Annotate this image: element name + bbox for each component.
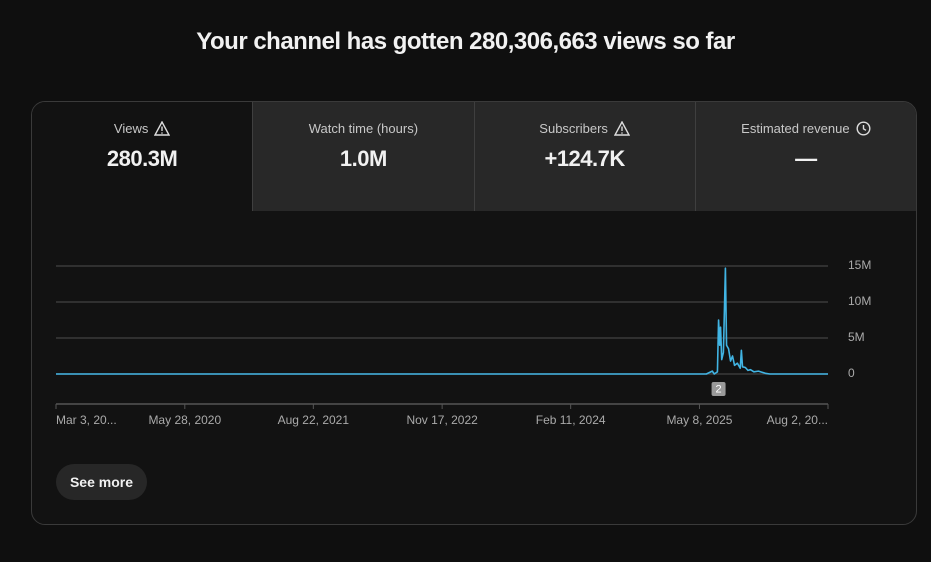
tab-label-row: Estimated revenue	[696, 120, 916, 136]
x-tick-label: May 28, 2020	[148, 413, 221, 427]
x-tick-label: Feb 11, 2024	[536, 413, 606, 427]
views-line	[56, 267, 828, 375]
tab-value: 280.3M	[106, 146, 178, 171]
warning-icon	[613, 120, 630, 136]
analytics-card: Views 280.3M Watch time (hours) 1.0M Sub…	[31, 101, 917, 525]
tab-value: —	[795, 146, 817, 171]
tab-value: +124.7K	[544, 146, 625, 171]
tab-label-row: Subscribers	[475, 120, 695, 136]
x-tick-label: Aug 22, 2021	[278, 413, 350, 427]
tab[interactable]: Views 280.3M	[32, 102, 253, 211]
x-tick-label: Aug 2, 20...	[767, 413, 828, 427]
tab-label: Estimated revenue	[741, 120, 850, 136]
x-tick-label: May 8, 2025	[666, 413, 732, 427]
tab-label: Subscribers	[539, 120, 608, 136]
tab[interactable]: Watch time (hours) 1.0M	[252, 102, 474, 211]
tab-label-row: Views	[32, 120, 252, 136]
tab-label: Watch time (hours)	[308, 120, 419, 136]
tab[interactable]: Subscribers +124.7K	[473, 102, 695, 211]
y-tick-label: 15M	[848, 258, 871, 272]
y-tick-label: 5M	[848, 330, 865, 344]
warning-icon	[154, 120, 171, 136]
y-tick-label: 10M	[848, 294, 871, 308]
chart: 0 5M 10M 15M Mar 3, 20... May 28, 2020 Aug 22,…	[55, 258, 871, 427]
tab-value: 1.0M	[339, 146, 387, 171]
page-title: Your channel has gotten 280,306,663 view…	[196, 28, 735, 55]
clock-icon	[856, 120, 871, 136]
metric-tabs: Views 280.3M Watch time (hours) 1.0M Sub…	[32, 102, 916, 211]
tab-label: Views	[113, 120, 149, 136]
x-tick-label: Nov 17, 2022	[406, 413, 478, 427]
tab[interactable]: Estimated revenue —	[694, 102, 916, 211]
annotation-marker	[711, 382, 726, 396]
see-more-button[interactable]: See more	[56, 464, 147, 500]
x-tick-label: Mar 3, 20...	[56, 413, 117, 427]
y-tick-label: 0	[848, 366, 855, 380]
annotation-label: 2	[716, 383, 722, 395]
tab-label-row: Watch time (hours)	[253, 120, 473, 136]
